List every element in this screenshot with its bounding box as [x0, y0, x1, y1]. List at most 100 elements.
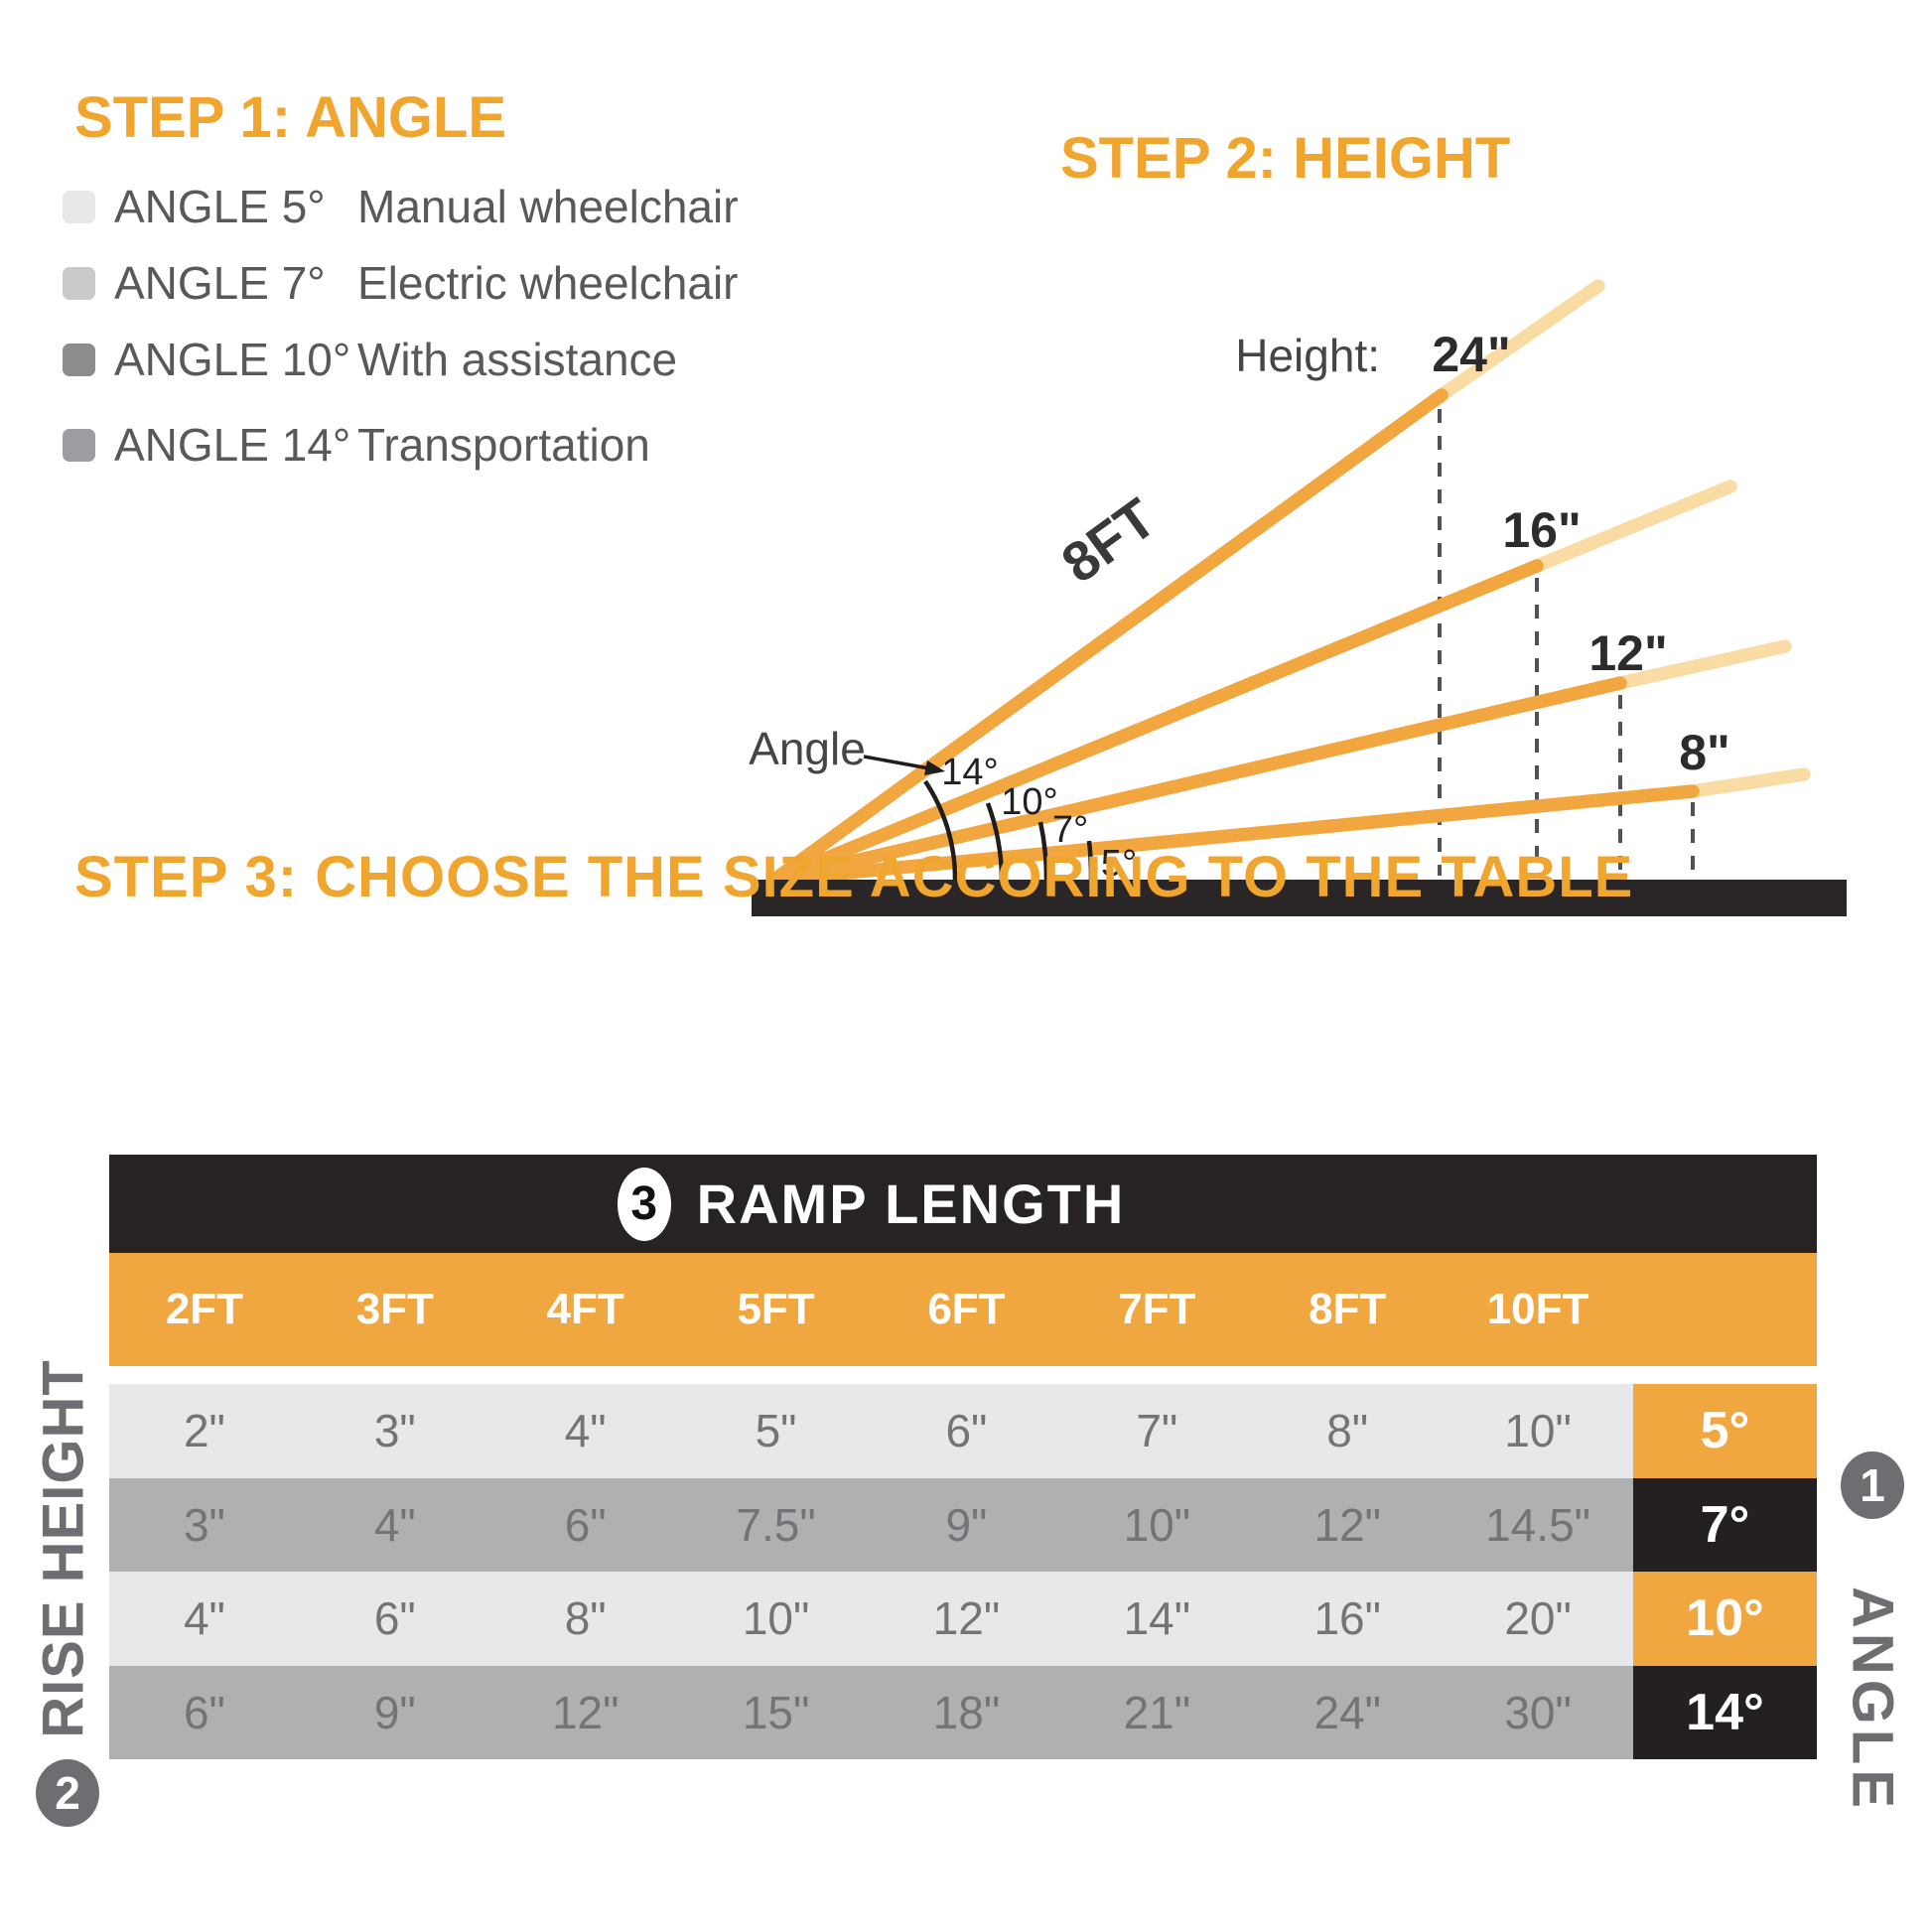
legend-desc: Transportation	[357, 419, 650, 471]
arc-label-7deg: 7°	[1052, 809, 1088, 851]
table-header-bar: 3 RAMP LENGTH	[109, 1155, 1817, 1253]
arc-7deg	[1037, 821, 1049, 881]
table-row: 4" 6" 8" 10" 12" 14" 16" 20"	[109, 1572, 1633, 1666]
column-header-inner: 2FT 3FT 4FT 5FT 6FT 7FT 8FT 10FT	[109, 1253, 1633, 1366]
cell: 7"	[1136, 1405, 1178, 1457]
table-row: 6" 9" 12" 15" 18" 21" 24" 30"	[109, 1665, 1633, 1759]
cell: 9"	[373, 1686, 416, 1738]
cell: 14.5"	[1485, 1498, 1590, 1551]
cell: 16"	[1313, 1592, 1381, 1645]
column-header-row: 2FT 3FT 4FT 5FT 6FT 7FT 8FT 10FT	[109, 1253, 1817, 1366]
header-gap	[109, 1366, 1817, 1384]
legend-item-7deg: ANGLE 7° Electric wheelchair	[63, 257, 739, 309]
swatch-5deg	[63, 190, 95, 223]
cell: 6"	[945, 1405, 988, 1457]
legend-desc: Manual wheelchair	[357, 181, 739, 232]
swatch-7deg	[63, 266, 95, 300]
legend-desc: Electric wheelchair	[357, 257, 739, 309]
table-rows: 2" 3" 4" 5" 6" 7" 8" 10" 3" 4" 6" 7.5" 9…	[109, 1384, 1633, 1759]
cell: 30"	[1504, 1686, 1572, 1738]
legend-angle-label: ANGLE 5°	[114, 181, 326, 232]
ramp-size-table: 3 RAMP LENGTH 2FT 3FT 4FT 5FT 6FT 7FT 8F…	[109, 1155, 1817, 1759]
ramp-5deg-line	[767, 784, 1700, 887]
col-6ft: 6FT	[927, 1285, 1006, 1333]
ramp-length-8ft-label: 8FT	[1050, 485, 1168, 594]
angle-column: 5° 7° 10° 14°	[1633, 1384, 1817, 1759]
cell: 8"	[564, 1592, 607, 1645]
legend-item-10deg: ANGLE 10° With assistance	[63, 334, 739, 385]
cell: 4"	[564, 1405, 607, 1457]
ground-bar	[752, 880, 1847, 916]
col-7ft: 7FT	[1118, 1285, 1196, 1333]
cell: 12"	[551, 1686, 620, 1738]
angle-arrow-head	[924, 760, 945, 775]
table-row: 2" 3" 4" 5" 6" 7" 8" 10"	[109, 1384, 1633, 1478]
cell: 4"	[183, 1592, 225, 1645]
legend-item-5deg: ANGLE 5° Manual wheelchair	[63, 181, 739, 232]
angle-legend: ANGLE 5° Manual wheelchair ANGLE 7° Elec…	[63, 181, 739, 471]
badge-1: 1	[1841, 1451, 1904, 1519]
cell: 6"	[183, 1686, 225, 1738]
col-10ft: 10FT	[1486, 1285, 1589, 1333]
height-8in-label: 8"	[1679, 725, 1730, 780]
ramp-length-title: RAMP LENGTH	[696, 1173, 1126, 1235]
angle-cell-5deg: 5°	[1633, 1384, 1817, 1478]
angle-cell-7deg: 7°	[1633, 1477, 1817, 1572]
cell: 18"	[932, 1686, 1001, 1738]
cell: 10"	[742, 1592, 810, 1645]
arc-label-5deg: 5°	[1101, 843, 1137, 885]
step3-title: STEP 3: CHOOSE THE SIZE ACCORING TO THE …	[74, 845, 1634, 909]
height-24in-label: 24"	[1432, 327, 1510, 382]
step1-title: STEP 1: ANGLE	[74, 85, 507, 150]
legend-angle-label: ANGLE 7°	[114, 257, 326, 309]
badge-3: 3	[617, 1167, 671, 1241]
cell: 15"	[742, 1686, 810, 1738]
ramp-14deg-line	[767, 388, 1449, 887]
cell: 2"	[183, 1405, 225, 1457]
ramp-5deg-extension	[1686, 767, 1811, 798]
cell: 12"	[932, 1592, 1001, 1645]
ramp-7deg-line	[767, 676, 1627, 887]
legend-angle-label: ANGLE 14°	[114, 419, 351, 471]
rise-height-axis-label: RISE HEIGHT	[31, 1359, 96, 1738]
cell: 14"	[1123, 1592, 1191, 1645]
ramp-7deg-extension	[1613, 639, 1792, 690]
ramp-10deg-extension	[1530, 480, 1737, 573]
table-row: 3" 4" 6" 7.5" 9" 10" 12" 14.5"	[109, 1477, 1633, 1572]
col-3ft: 3FT	[355, 1285, 434, 1333]
legend-desc: With assistance	[357, 334, 678, 385]
cell: 24"	[1313, 1686, 1381, 1738]
ramp-14deg-extension	[1435, 279, 1605, 402]
cell: 10"	[1123, 1498, 1191, 1551]
badge-2: 2	[36, 1759, 99, 1827]
ramp-10deg-line	[767, 559, 1544, 887]
col-8ft: 8FT	[1309, 1285, 1387, 1333]
cell: 12"	[1313, 1498, 1381, 1551]
cell: 4"	[373, 1498, 416, 1551]
cell: 7.5"	[736, 1498, 816, 1551]
legend-item-14deg: ANGLE 14° Transportation	[63, 419, 739, 471]
angle-label: Angle	[749, 723, 866, 774]
cell: 21"	[1123, 1686, 1191, 1738]
col-4ft: 4FT	[546, 1285, 624, 1333]
arc-label-14deg: 14°	[941, 752, 998, 793]
table-header-inner: 3 RAMP LENGTH	[109, 1155, 1633, 1253]
arc-label-10deg: 10°	[1001, 781, 1057, 823]
arc-14deg	[923, 779, 958, 881]
col-5ft: 5FT	[737, 1285, 815, 1333]
swatch-14deg	[63, 428, 95, 462]
cell: 8"	[1326, 1405, 1369, 1457]
col-2ft: 2FT	[165, 1285, 244, 1333]
angle-axis-label: ANGLE	[1840, 1587, 1905, 1813]
cell: 3"	[373, 1405, 416, 1457]
angle-arrow-line	[863, 755, 930, 770]
angle-cell-10deg: 10°	[1633, 1572, 1817, 1666]
legend-angle-label: ANGLE 10°	[114, 334, 351, 385]
height-label: Height:	[1235, 330, 1380, 381]
swatch-10deg	[63, 343, 95, 376]
cell: 9"	[945, 1498, 988, 1551]
arc-5deg	[1086, 840, 1094, 881]
cell: 6"	[373, 1592, 416, 1645]
